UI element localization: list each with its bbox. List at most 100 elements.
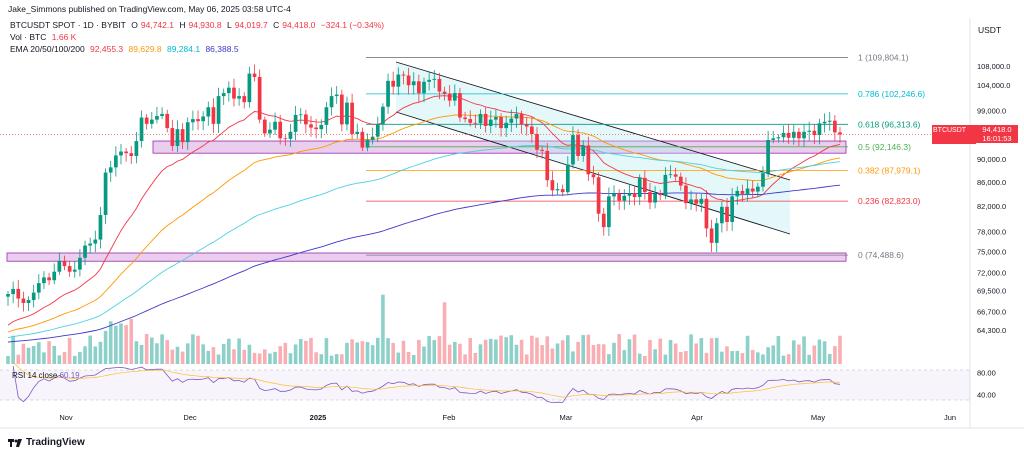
candle-body — [232, 87, 236, 99]
volume-bar — [519, 339, 524, 364]
volume-bar — [478, 344, 483, 364]
candle — [88, 237, 93, 254]
candle-body — [622, 195, 627, 201]
candle-body — [242, 96, 247, 103]
candle-body — [833, 120, 837, 133]
candle — [565, 156, 570, 196]
candle-body — [98, 214, 103, 240]
volume-bar — [601, 344, 606, 364]
candle-body — [663, 174, 668, 196]
candle-body — [565, 164, 570, 193]
volume-bar — [730, 351, 734, 364]
rsi-line — [12, 365, 841, 403]
ema50-line — [7, 114, 841, 333]
candle — [519, 110, 524, 134]
volume-bar — [221, 343, 226, 364]
volume-bar — [427, 335, 431, 364]
volume-bar — [833, 346, 837, 364]
volume-bar — [632, 334, 637, 364]
candle — [411, 72, 416, 95]
candle — [304, 109, 308, 134]
candle-body — [817, 123, 822, 136]
volume-bar — [756, 352, 760, 364]
candle — [776, 134, 781, 143]
candle-body — [26, 300, 31, 304]
candle-body — [802, 131, 806, 139]
candle-body — [822, 121, 827, 124]
volume-bar — [62, 352, 67, 364]
x-tick-label: Dec — [183, 413, 197, 422]
candle-body — [468, 119, 473, 123]
candle — [766, 130, 770, 177]
candle-body — [252, 73, 257, 77]
volume-bar — [612, 342, 616, 364]
volume-bar — [766, 347, 770, 364]
candle-body — [11, 288, 15, 295]
candle — [370, 127, 375, 145]
candle-body — [535, 133, 539, 150]
volume-bar — [499, 335, 503, 364]
y-tick-label: 104,000.0 — [977, 81, 1010, 90]
candle — [114, 146, 118, 177]
ema20-value: 92,455.3 — [90, 44, 124, 54]
candle — [42, 271, 46, 289]
candle-body — [293, 114, 298, 132]
candle-body — [745, 188, 750, 194]
volume-bar — [827, 353, 832, 364]
volume-bar — [422, 346, 426, 364]
candle — [257, 69, 262, 124]
channel-upper-line — [395, 61, 791, 181]
volume-bar — [124, 325, 128, 364]
candle-body — [750, 188, 755, 192]
fib-label: 0.236 (82,823.0) — [858, 196, 921, 206]
candle-body — [458, 93, 462, 118]
volume-bar — [108, 321, 113, 364]
candle — [288, 123, 293, 147]
candle — [375, 116, 380, 143]
y-tick-label: 69,500.0 — [977, 286, 1006, 295]
volume-bar — [288, 353, 293, 364]
volume-bar — [535, 337, 539, 364]
candle — [57, 252, 62, 275]
candle-body — [617, 193, 622, 201]
volume-bar — [355, 342, 360, 364]
ema200-value: 86,388.5 — [205, 44, 239, 54]
candle — [83, 240, 87, 266]
candle-body — [31, 292, 36, 301]
candle — [360, 127, 365, 152]
candle — [391, 71, 396, 95]
volume-bar — [237, 338, 241, 364]
candle — [596, 172, 601, 222]
candle — [838, 127, 842, 143]
candle — [668, 165, 673, 179]
x-tick-label: Jun — [944, 413, 956, 422]
volume-bar — [658, 338, 663, 364]
candle-body — [596, 177, 601, 214]
volume-bar — [180, 351, 185, 364]
candle — [663, 167, 668, 200]
volume-bar — [750, 349, 755, 364]
candle — [458, 87, 462, 122]
x-axis: Nov Dec 2025 Feb Mar Apr May Jun — [59, 413, 956, 422]
candle — [242, 92, 247, 109]
candle-body — [766, 139, 770, 174]
fib-label: 0.5 (92,146.3) — [858, 142, 911, 152]
candle — [36, 274, 41, 300]
candle — [447, 85, 452, 107]
candle-body — [786, 132, 791, 138]
candle — [196, 110, 200, 130]
volume-bar — [781, 355, 786, 364]
candle — [473, 114, 478, 129]
candle — [422, 77, 426, 103]
volume-bar — [725, 346, 729, 364]
candle — [684, 177, 688, 210]
candle — [180, 123, 185, 150]
volume-bar — [334, 354, 339, 364]
close-value: 94,418.0 — [282, 20, 316, 30]
candle-body — [504, 122, 509, 129]
brand-name: TradingView — [26, 437, 85, 448]
candle-body — [689, 199, 693, 204]
candle-body — [499, 117, 503, 129]
candle-body — [524, 124, 529, 127]
